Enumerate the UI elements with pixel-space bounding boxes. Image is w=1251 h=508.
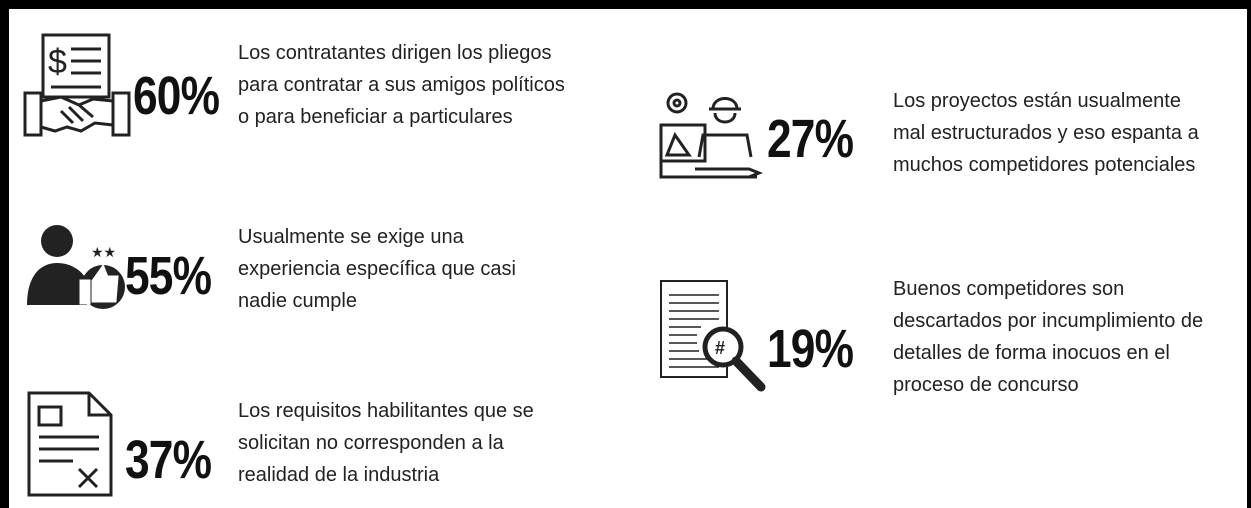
text-line: Los contratantes dirigen los pliegos [238,42,552,64]
text-line: proceso de concurso [893,374,1079,396]
text-line: descartados por incumplimiento de [893,310,1204,332]
svg-text:#: # [715,338,725,358]
contract-icon: $ [23,33,131,137]
inspection-icon: # [660,280,766,392]
text-line: Los requisitos habilitantes que se [238,400,534,422]
svg-text:★★: ★★ [91,244,116,260]
engineer-icon [659,92,764,179]
text-line: realidad de la industria [238,464,440,486]
svg-text:$: $ [48,43,67,81]
percent: 55% [125,246,212,306]
text-line: experiencia específica que casi [238,258,516,280]
text-line: o para beneficiar a particulares [238,106,513,128]
text-line: Usualmente se exige una [238,226,464,248]
percent: 60% [133,66,220,126]
description: Buenos competidores son descartados por i… [893,273,1203,401]
text-line: para contratar a sus amigos políticos [238,74,565,96]
text-line: Los proyectos están usualmente [893,90,1181,112]
experience-icon: ★★ [27,225,125,309]
percent: 37% [125,430,212,490]
document-icon [27,391,113,497]
percent: 19% [767,319,854,379]
text-line: detalles de forma inocuos en el [893,342,1170,364]
text-line: Buenos competidores son [893,278,1125,300]
description: Los requisitos habilitantes que se solici… [238,395,534,491]
text-line: solicitan no corresponden a la [238,432,504,454]
text-line: muchos competidores potenciales [893,154,1196,176]
description: Usualmente se exige una experiencia espec… [238,221,516,317]
percent: 27% [767,109,854,169]
text-line: nadie cumple [238,290,357,312]
description: Los proyectos están usualmente mal estruc… [893,85,1199,181]
text-line: mal estructurados y eso espanta a [893,122,1199,144]
description: Los contratantes dirigen los pliegos para… [238,37,565,133]
